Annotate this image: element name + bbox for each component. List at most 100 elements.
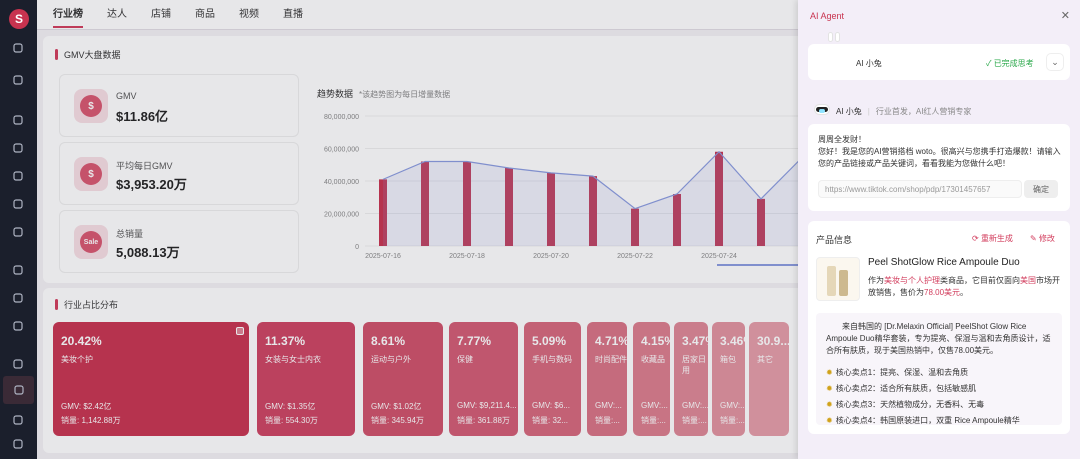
tile-gmv: GMV:... (720, 401, 745, 410)
chart-bar[interactable] (421, 161, 429, 247)
agent-name: AI 小兔 (856, 59, 882, 68)
summary-text: 市场开放销售，售价为 (868, 276, 1060, 297)
tile-percent: 3.46% (720, 334, 745, 348)
chart-bar[interactable] (463, 161, 471, 247)
gmv-section-title: GMV大盘数据 (55, 48, 121, 61)
user-icon[interactable] (10, 140, 26, 156)
user-icon[interactable] (10, 168, 26, 184)
industry-tile[interactable]: 7.77% 保健 GMV: $9,211.4... 销量: 361.88万 (449, 322, 518, 436)
close-icon[interactable]: ✕ (1060, 10, 1070, 22)
industry-tile[interactable]: 4.71% 时尚配件 GMV:... 销量:... (587, 322, 627, 436)
confirm-button[interactable]: 确定 (1024, 180, 1058, 198)
tile-category: 女装与女士内衣 (265, 355, 321, 364)
industry-tile[interactable]: 8.61% 运动与户外 GMV: $1.02亿 销量: 345.94万 (363, 322, 443, 436)
stat-value: $3,953.20万 (116, 177, 187, 192)
tab-creators[interactable]: 达人 (107, 8, 127, 20)
industry-tile[interactable]: 3.47% 居家日用 GMV:... 销量:... (674, 322, 708, 436)
doc-icon[interactable] (10, 224, 26, 240)
trend-note: *该趋势图为每日增量数据 (359, 90, 451, 99)
chart-bar[interactable] (547, 172, 555, 246)
app-logo[interactable]: S (9, 9, 29, 29)
calendar-icon[interactable] (10, 196, 26, 212)
tile-percent: 3.47% (682, 334, 708, 348)
chart-bar[interactable] (715, 151, 723, 246)
industry-tile[interactable]: 3.46% 箱包 GMV:... 销量:... (712, 322, 745, 436)
tab-videos[interactable]: 视频 (239, 8, 259, 20)
line-area (383, 151, 803, 246)
tile-sales: 销量: 554.30万 (265, 416, 318, 425)
stat-value: 5,088.13万 (116, 245, 180, 260)
summary-text: 类商品，它目前仅面向 (940, 276, 1020, 285)
tab-industry[interactable]: 行业榜 (53, 0, 83, 30)
tab-products[interactable]: 商品 (195, 8, 215, 20)
tab-shops[interactable]: 店铺 (151, 8, 171, 20)
chart-icon[interactable] (10, 72, 26, 88)
tile-gmv: GMV: $1.02亿 (371, 402, 422, 411)
refresh-icon: ⟳ (972, 234, 981, 243)
selling-point: ✹ 核心卖点4：韩国原装进口，双重 Rice Ampoule精华 (826, 415, 1020, 426)
industry-tile[interactable]: 30.9... 其它 (749, 322, 789, 436)
chart-bar[interactable] (631, 208, 639, 246)
product-url-input[interactable]: https://www.tiktok.com/shop/pdp/17301457… (818, 180, 1022, 198)
summary-price: 78.00美元 (924, 288, 961, 297)
stat-label: GMV (116, 91, 137, 101)
tile-percent: 4.15% (641, 334, 670, 348)
chart-bar[interactable] (379, 179, 387, 246)
stat-label: 总销量 (116, 229, 144, 239)
tile-gmv: GMV: $1.35亿 (265, 402, 316, 411)
y-tick-label: 80,000,000 (324, 114, 359, 121)
selling-point-text: 核心卖点1：提亮、保湿、温和去角质 (835, 368, 969, 377)
dollar-icon: $ (74, 157, 108, 191)
diamond-icon[interactable] (10, 356, 26, 372)
download-icon[interactable] (10, 40, 26, 56)
tile-sales: 销量: 345.94万 (371, 416, 424, 425)
industry-tile[interactable]: 5.09% 手机与数码 GMV: $6... 销量: 32... (524, 322, 581, 436)
stat-label: 平均每日GMV (116, 161, 173, 171)
tile-category: 运动与户外 (371, 355, 411, 364)
regenerate-button[interactable]: ⟳ 重新生成 (972, 233, 1013, 244)
x-tick-label: 2025-07-18 (449, 253, 485, 260)
sparkle-icon: ✹ (826, 416, 833, 425)
industry-tile[interactable]: 11.37% 女装与女士内衣 GMV: $1.35亿 销量: 554.30万 (257, 322, 355, 436)
chart-bar[interactable] (757, 198, 765, 246)
product-description: 来自韩国的 [Dr.Melaxin Official] PeelShot Glo… (826, 322, 1051, 355)
industry-tile[interactable]: 20.42% 美妆个护 GMV: $2.42亿 销量: 1,142.88万 (53, 322, 249, 436)
tile-category: 美妆个护 (61, 355, 93, 364)
user-icon[interactable] (10, 436, 26, 452)
y-tick-label: 20,000,000 (324, 212, 359, 219)
chart-bar[interactable] (673, 194, 681, 246)
intro-card: 周周全发财！ 您好！我是您的AI营销搭档 woto。很高兴与您携手打造爆款！请输… (808, 124, 1070, 211)
industry-tile[interactable]: 4.15% 收藏品 GMV:... 销量:... (633, 322, 670, 436)
zoom-slider[interactable] (717, 264, 827, 266)
greeting-line1: 周周全发财！ (818, 135, 866, 144)
chevron-down-icon[interactable]: ⌄ (1046, 53, 1064, 71)
thinking-done-status: ✓ 已完成思考 (986, 59, 1034, 68)
chart-bar[interactable] (505, 168, 513, 246)
dollar-icon: $ (74, 89, 108, 123)
tile-percent: 20.42% (61, 334, 102, 348)
tile-gmv: GMV:... (595, 401, 622, 410)
user-icon[interactable] (10, 412, 26, 428)
user-group-icon[interactable] (10, 318, 26, 334)
gmv-section-title-text: GMV大盘数据 (64, 50, 121, 60)
line-series (382, 150, 804, 210)
stat-gmv: $ GMV $11.86亿 (59, 74, 299, 137)
tile-sales: 销量: 361.88万 (457, 416, 510, 425)
tile-percent: 7.77% (457, 334, 492, 348)
dollar-icon-glyph: $ (80, 95, 102, 117)
selling-point-text: 核心卖点4：韩国原装进口，双重 Rice Ampoule精华 (835, 416, 1020, 425)
select-checkbox[interactable] (236, 327, 244, 335)
tile-sales: 销量:... (720, 416, 745, 425)
wallet-icon[interactable] (10, 290, 26, 306)
tab-live[interactable]: 直播 (283, 8, 303, 20)
home-icon[interactable] (3, 376, 34, 404)
box-icon[interactable] (10, 262, 26, 278)
chart-bar[interactable] (589, 176, 597, 246)
user-icon[interactable] (10, 112, 26, 128)
thinking-done-text: 已完成思考 (993, 59, 1034, 68)
x-tick-label: 2025-07-24 (701, 253, 737, 260)
selling-point: ✹ 核心卖点2：适合所有肤质，包括敏感肌 (826, 383, 976, 394)
edit-button[interactable]: ✎ 修改 (1030, 233, 1055, 244)
ai-agent-panel: AI Agent ✕ AI 小兔 ✓ 已完成思考 ⌄ AI 小兔 | 行业首发，AI… (798, 0, 1080, 459)
tile-sales: 销量:... (595, 416, 620, 425)
